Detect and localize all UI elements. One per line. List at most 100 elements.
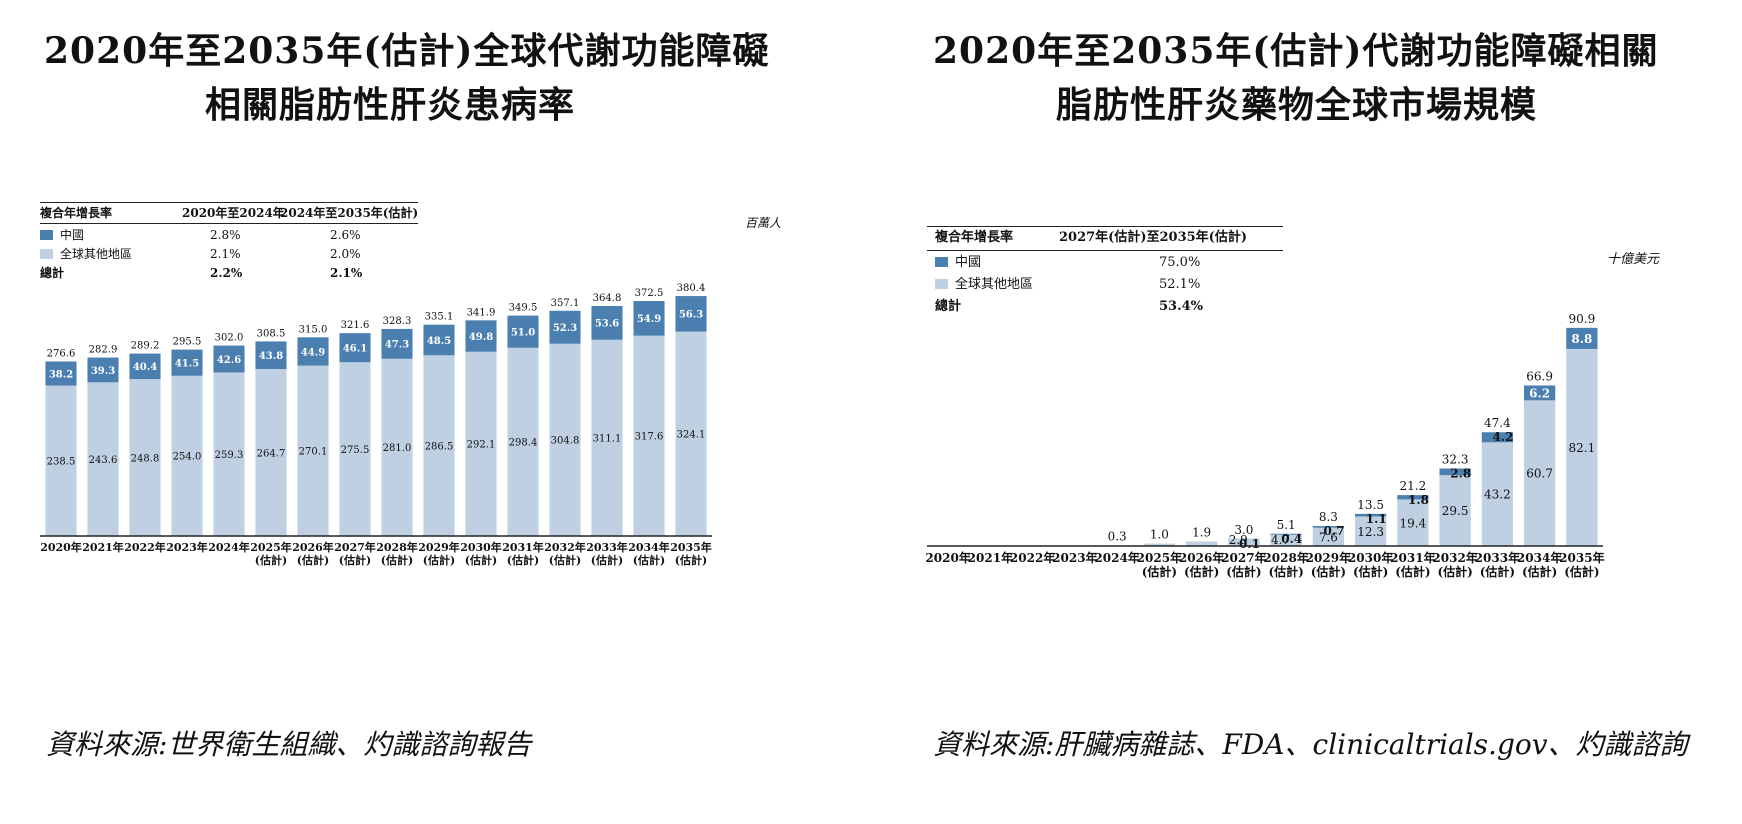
legend-label-rest: 全球其他地區 xyxy=(955,277,1034,292)
rest-value-label: 311.1 xyxy=(593,434,622,445)
x-tick-label: 2025年 xyxy=(250,540,292,554)
rest-value-label: 304.8 xyxy=(551,436,580,447)
total-label: 32.3 xyxy=(1442,452,1469,466)
total-label: 1.0 xyxy=(1150,528,1169,542)
total-label: 13.5 xyxy=(1357,498,1384,512)
x-tick-label: (估計) xyxy=(1311,564,1346,579)
bar-china xyxy=(255,341,287,370)
china-value-label: 48.5 xyxy=(427,336,451,347)
x-tick-label: (估計) xyxy=(591,553,623,567)
china-value-label: 2.8 xyxy=(1450,466,1471,480)
x-tick-label: 2035年 xyxy=(1559,550,1604,565)
bar-china xyxy=(213,345,245,373)
rest-value-label: 254.0 xyxy=(173,452,202,463)
bar-rest-of-world xyxy=(1354,516,1387,546)
x-tick-label: 2031年 xyxy=(1390,550,1435,565)
total-label: 335.1 xyxy=(425,312,454,323)
table-top-rule xyxy=(927,226,1283,227)
bar-china xyxy=(591,305,623,340)
total-label: 380.4 xyxy=(677,283,706,294)
bar-china xyxy=(507,315,539,348)
bar-china xyxy=(339,333,371,363)
chart-title-line1: 2020年至2035年(估計)全球代謝功能障礙 xyxy=(44,30,770,72)
x-tick-label: (估計) xyxy=(423,553,455,567)
x-tick-label: 2026年 xyxy=(1179,550,1224,565)
total-label: 0.3 xyxy=(1108,529,1127,543)
bar-china xyxy=(1439,468,1471,476)
cagr-row-total: 總計 2.2% 2.1% xyxy=(40,264,418,282)
china-value-label: 47.3 xyxy=(385,340,409,351)
cagr-header-label: 複合年增長率 xyxy=(40,206,113,220)
bar-rest-of-world xyxy=(507,347,539,536)
x-tick-label: (估計) xyxy=(1522,564,1557,579)
bar-rest-of-world xyxy=(1143,543,1176,546)
x-tick-label: 2035年 xyxy=(670,540,712,554)
bar-rest-of-world xyxy=(591,339,623,536)
china-value-label: 0.1 xyxy=(1239,537,1260,551)
legend-swatch-china xyxy=(40,230,53,240)
china-value-label: 52.3 xyxy=(553,323,577,334)
x-tick-label: 2023年 xyxy=(166,540,208,554)
cagr-rest-p1: 2.1% xyxy=(210,247,241,261)
bar-china xyxy=(1397,495,1429,500)
x-tick-label: 2029年 xyxy=(1306,550,1351,565)
bar-rest-of-world xyxy=(1397,499,1429,546)
total-label: 66.9 xyxy=(1526,369,1553,383)
x-tick-label: 2022年 xyxy=(1010,550,1055,565)
china-value-label: 39.3 xyxy=(91,366,115,377)
x-tick-label: (估計) xyxy=(507,553,539,567)
china-value-label: 46.1 xyxy=(343,343,367,354)
x-tick-label: (估計) xyxy=(339,553,371,567)
right-panel: 2020年至2035年(估計)代謝功能障礙相關 脂肪性肝炎藥物全球市場規模 複合… xyxy=(871,0,1742,824)
china-value-label: 44.9 xyxy=(301,347,325,358)
total-label: 315.0 xyxy=(299,324,328,335)
bar-china xyxy=(633,301,665,336)
china-value-label: 56.3 xyxy=(679,310,703,321)
cagr-row-rest: 全球其他地區 52.1% xyxy=(927,276,1283,294)
x-tick-label: 2023年 xyxy=(1052,550,1097,565)
x-tick-label: (估計) xyxy=(255,553,287,567)
x-tick-label: (估計) xyxy=(675,553,707,567)
total-label: 90.9 xyxy=(1569,312,1596,326)
x-tick-label: 2024年 xyxy=(1094,550,1139,565)
cagr-header-period1: 2020年至2024年 xyxy=(182,206,285,220)
x-tick-label: 2021年 xyxy=(968,550,1013,565)
bar-china xyxy=(129,353,161,380)
cagr-row-china: 中國 2.8% 2.6% xyxy=(40,226,418,244)
rest-value-label: 19.4 xyxy=(1400,516,1427,530)
x-tick-label: (估計) xyxy=(1226,564,1261,579)
rest-value-label: 324.1 xyxy=(677,430,706,441)
cagr-china-p2: 2.6% xyxy=(330,228,361,242)
total-label: 302.0 xyxy=(215,333,244,344)
total-label: 289.2 xyxy=(131,341,160,352)
cagr-china-p1: 2.8% xyxy=(210,228,241,242)
china-value-label: 42.6 xyxy=(217,355,241,366)
x-tick-label: 2020年 xyxy=(40,540,82,554)
table-top-rule xyxy=(40,202,418,203)
bar-china xyxy=(1523,385,1556,401)
x-tick-label: 2027年 xyxy=(1221,550,1266,565)
x-tick-label: 2028年 xyxy=(376,540,418,554)
unit-label: 十億美元 xyxy=(1607,252,1660,267)
x-tick-label: 2033年 xyxy=(1475,550,1520,565)
rest-value-label: 248.8 xyxy=(131,453,160,464)
rest-value-label: 286.5 xyxy=(425,441,454,452)
bar-rest-of-world xyxy=(465,351,497,536)
bar-china xyxy=(1312,526,1345,528)
x-tick-label: (估計) xyxy=(381,553,413,567)
bar-china xyxy=(45,361,77,386)
x-tick-label: 2034年 xyxy=(1517,550,1562,565)
bar-china xyxy=(423,324,455,356)
x-tick-label: (估計) xyxy=(1480,564,1515,579)
unit-label: 百萬人 xyxy=(745,216,782,230)
cagr-total-label: 總計 xyxy=(935,299,962,314)
legend-swatch-china xyxy=(935,257,948,267)
cagr-header-row: 複合年增長率 2027年(估計)至2035年(估計) xyxy=(927,229,1283,247)
x-tick-label: 2031年 xyxy=(502,540,544,554)
x-tick-label: 2025年 xyxy=(1137,550,1182,565)
cagr-header-row: 複合年增長率 2020年至2024年 2024年至2035年(估計) xyxy=(40,204,418,222)
china-value-label: 6.2 xyxy=(1529,386,1550,400)
china-value-label: 54.9 xyxy=(637,314,661,325)
x-tick-label: (估計) xyxy=(1142,564,1177,579)
x-tick-label: 2020年 xyxy=(925,550,970,565)
